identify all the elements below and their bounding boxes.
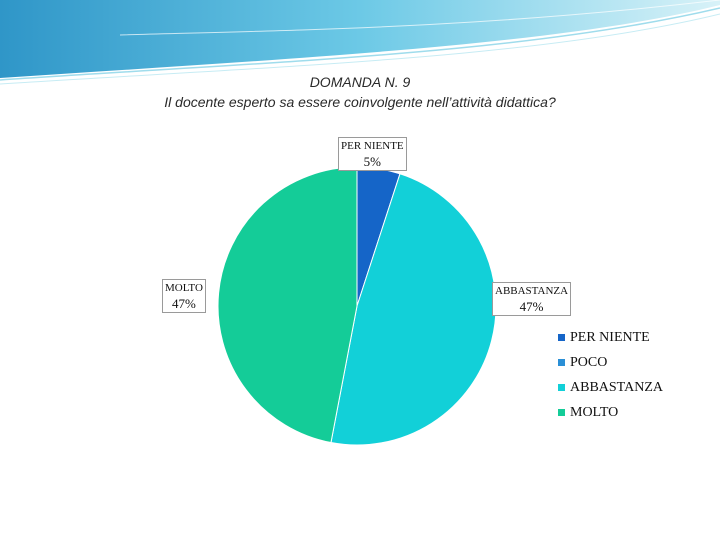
header-wave-decoration	[0, 0, 720, 85]
chart-title: DOMANDA N. 9 Il docente esperto sa esser…	[0, 72, 720, 112]
legend-swatch-per-niente	[558, 334, 565, 341]
data-label-per-niente-name: PER NIENTE	[341, 140, 404, 152]
legend-item-poco: POCO	[558, 350, 663, 375]
legend-item-abbastanza: ABBASTANZA	[558, 375, 663, 400]
chart-legend: PER NIENTE POCO ABBASTANZA MOLTO	[558, 325, 663, 425]
legend-swatch-abbastanza	[558, 384, 565, 391]
legend-label-molto: MOLTO	[570, 404, 619, 420]
data-label-molto-name: MOLTO	[165, 282, 203, 294]
data-label-abbastanza-name: ABBASTANZA	[495, 285, 569, 297]
data-label-abbastanza: ABBASTANZA 47%	[492, 282, 572, 316]
legend-label-abbastanza: ABBASTANZA	[570, 379, 663, 395]
data-label-per-niente: PER NIENTE 5%	[338, 137, 407, 171]
legend-swatch-molto	[558, 409, 565, 416]
data-label-molto-value: 47%	[172, 296, 196, 311]
chart-title-line2: Il docente esperto sa essere coinvolgent…	[164, 94, 556, 110]
legend-item-molto: MOLTO	[558, 400, 663, 425]
data-label-abbastanza-value: 47%	[519, 299, 544, 314]
pie-slice-molto	[217, 166, 358, 444]
legend-item-per-niente: PER NIENTE	[558, 325, 663, 350]
pie-slice-abbastanza	[330, 173, 497, 446]
legend-label-poco: POCO	[570, 354, 608, 370]
legend-swatch-poco	[558, 359, 565, 366]
chart-title-line1: DOMANDA N. 9	[309, 74, 411, 90]
data-label-per-niente-value: 5%	[363, 154, 381, 169]
data-label-molto: MOLTO 47%	[162, 279, 206, 313]
legend-label-per-niente: PER NIENTE	[570, 329, 650, 345]
